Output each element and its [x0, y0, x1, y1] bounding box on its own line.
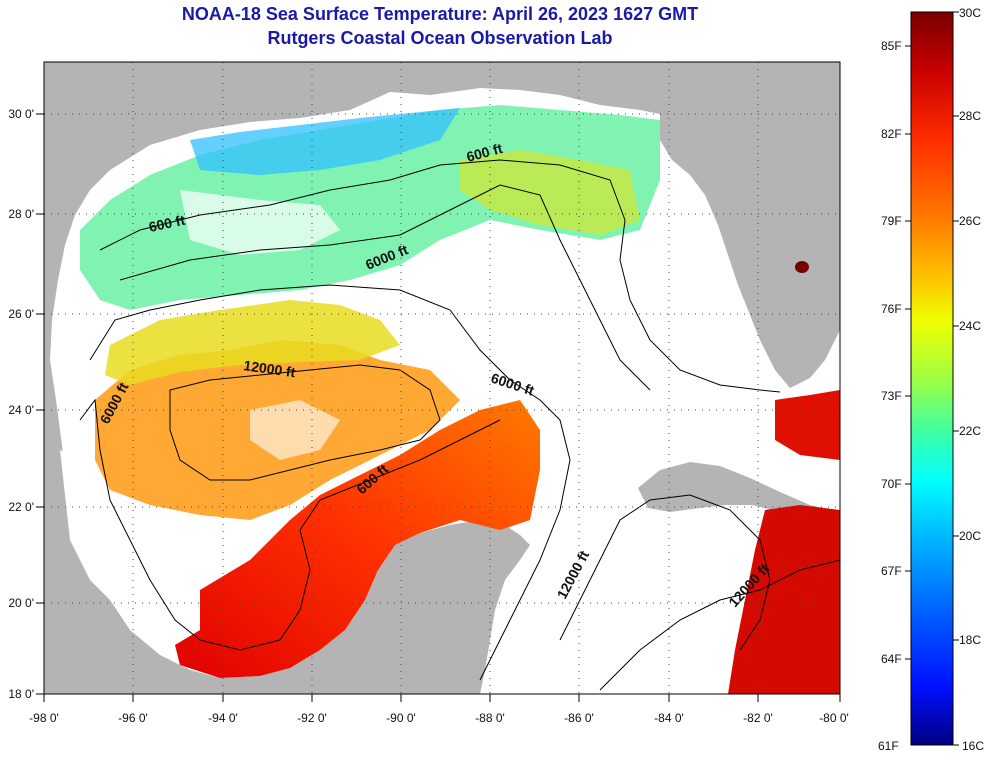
colorbar-c-label: 26C: [959, 214, 981, 228]
colorbar-ticks: [905, 11, 959, 746]
lat-tick-label: 24 0': [8, 403, 34, 417]
colorbar-f-label: 82F: [881, 127, 902, 141]
colorbar-c-label: 20C: [959, 529, 981, 543]
colorbar-f-label: 73F: [881, 389, 902, 403]
colorbar-f-label: 76F: [881, 302, 902, 316]
colorbar-c-label: 30C: [959, 6, 981, 20]
lat-tick-label: 18 0': [8, 687, 34, 701]
contour-label-600-ft-nw: 600 ft: [147, 212, 186, 235]
colorbar-c-label: 18C: [959, 633, 981, 647]
lon-tick-label: -98 0': [29, 711, 59, 725]
warm-water: [175, 400, 540, 678]
colorbar: [910, 11, 954, 746]
colorbar-c-label: 28C: [959, 109, 981, 123]
map-frame: [43, 61, 841, 695]
colorbar-f-label: 64F: [881, 652, 902, 666]
colorbar-f-label: 79F: [881, 214, 902, 228]
colorbar-c-label: 22C: [959, 424, 981, 438]
lon-tick-label: -88 0': [475, 711, 505, 725]
lat-tick-label: 26 0': [8, 307, 34, 321]
lat-tick-label: 20 0': [8, 596, 34, 610]
map-subtitle: Rutgers Coastal Ocean Observation Lab: [267, 28, 613, 48]
frame-ticks: [36, 113, 841, 702]
colorbar-f-label: 61F: [878, 739, 899, 753]
lon-tick-label: -90 0': [386, 711, 416, 725]
land: [44, 62, 840, 694]
lake-warm-spot: [795, 261, 809, 273]
lon-tick-label: -80 0': [819, 711, 849, 725]
lon-tick-label: -86 0': [564, 711, 594, 725]
colorbar-f-label: 67F: [881, 564, 902, 578]
lat-tick-label: 28 0': [8, 207, 34, 221]
depth-contours: [79, 159, 840, 691]
cold-nearshore-water: [190, 108, 460, 175]
graticule: [44, 62, 840, 694]
lon-tick-label: -82 0': [743, 711, 773, 725]
clouds: [60, 190, 760, 620]
straits-water: [775, 390, 840, 460]
lon-tick-label: -94 0': [208, 711, 238, 725]
colorbar-c-label: 16C: [962, 739, 984, 753]
lat-tick-label: 22 0': [8, 500, 34, 514]
contour-label-12000-ft-center: 12000 ft: [243, 357, 297, 380]
lon-tick-label: -92 0': [297, 711, 327, 725]
ne-shelf-water: [460, 150, 640, 235]
yellow-water: [105, 300, 400, 385]
lon-tick-label: -96 0': [118, 711, 148, 725]
colorbar-c-label: 24C: [959, 319, 981, 333]
lat-tick-label: 30 0': [8, 107, 34, 121]
lon-tick-label: -84 0': [654, 711, 684, 725]
caribbean-water: [728, 505, 840, 694]
colorbar-f-label: 70F: [881, 477, 902, 491]
map-title: NOAA-18 Sea Surface Temperature: April 2…: [181, 4, 699, 24]
colorbar-f-label: 85F: [881, 39, 902, 53]
